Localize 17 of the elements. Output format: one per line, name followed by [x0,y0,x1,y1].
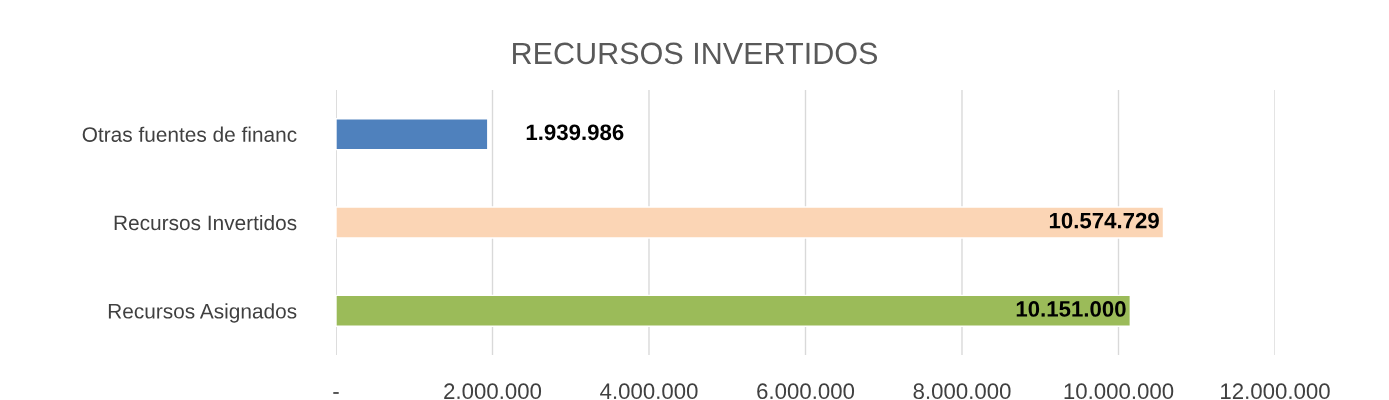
chart-title: RECURSOS INVERTIDOS [513,42,878,65]
x-tick-label: 4.000.000 [600,383,698,400]
x-tick-label: 2.000.000 [444,383,542,400]
data-label: 10.574.729 [1049,212,1159,229]
x-tick-label: 8.000.000 [913,383,1011,400]
data-label: 10.151.000 [1016,301,1126,317]
bar [336,294,1132,327]
x-tick-label: 10.000.000 [1064,383,1174,400]
x-tick-label: - [333,392,339,394]
y-tick-label: Otras fuentes de financ [82,126,297,142]
y-tick-label: Recursos Invertidos [114,214,297,231]
data-label: 1.939.986 [526,124,624,141]
bar [336,118,489,151]
y-tick-label: Recursos Asignados [108,303,297,323]
x-tick-label: 12.000.000 [1221,383,1330,400]
bar [336,206,1165,239]
x-tick-label: 6.000.000 [757,383,855,400]
